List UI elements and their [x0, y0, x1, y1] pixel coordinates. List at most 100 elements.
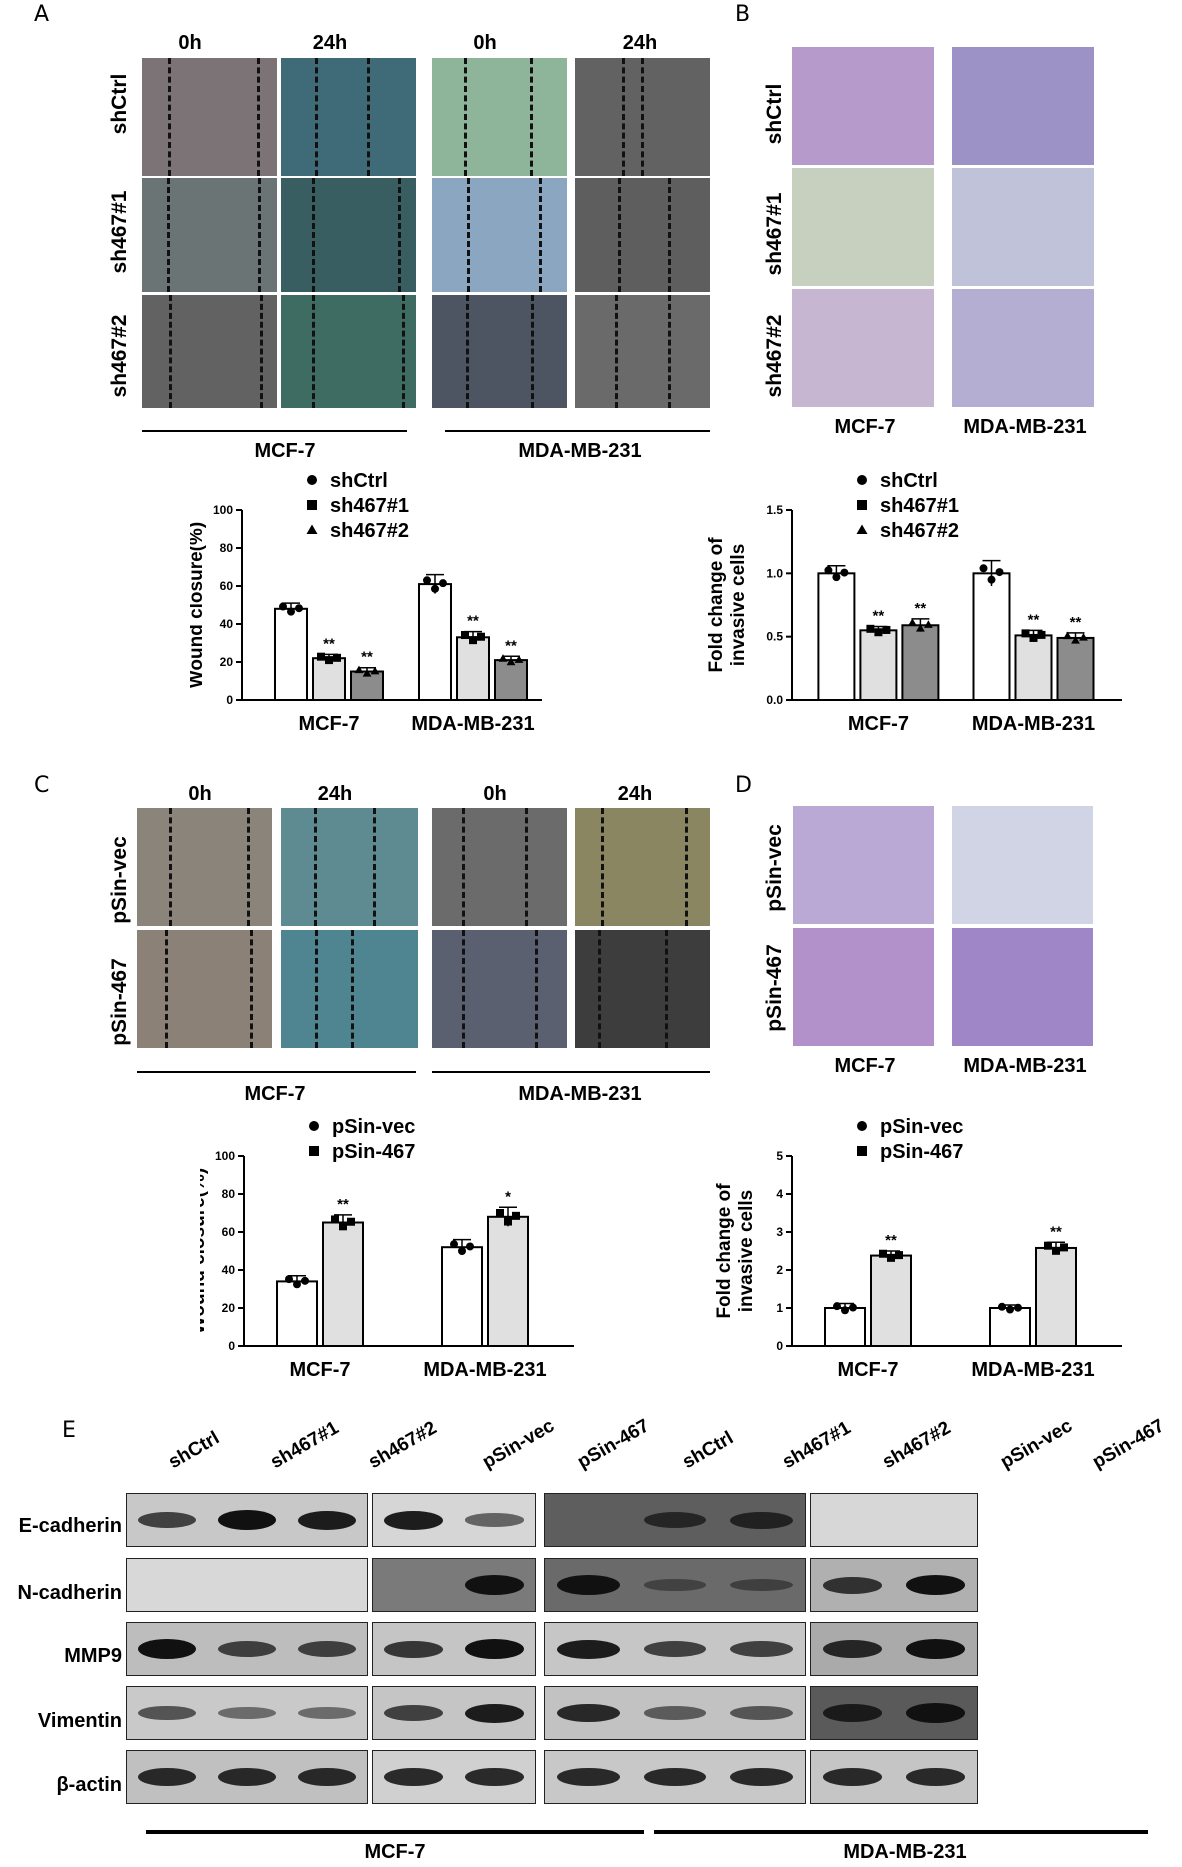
data-point — [339, 1222, 347, 1231]
legend-marker — [307, 500, 317, 510]
wound-image — [432, 808, 567, 926]
bar — [456, 636, 490, 702]
legend-marker — [857, 1146, 867, 1156]
bar — [989, 1307, 1031, 1347]
blot-strip — [810, 1750, 978, 1804]
invasion-image — [952, 289, 1094, 407]
data-point — [295, 604, 303, 613]
data-point — [866, 624, 875, 633]
blot-band — [138, 1639, 196, 1659]
group-underline — [654, 1830, 1148, 1834]
bar — [312, 657, 346, 701]
blot-strip — [810, 1622, 978, 1676]
legend-marker — [309, 1146, 319, 1156]
y-axis-label: invasive cells — [736, 1190, 757, 1313]
row-label: shCtrl — [763, 83, 786, 145]
bar — [441, 1246, 483, 1347]
blot-strip — [544, 1622, 806, 1676]
legend-label: pSin-vec — [880, 1116, 963, 1138]
x-category-label: MDA-MB-231 — [972, 713, 1095, 735]
data-point — [506, 657, 516, 666]
invasion-image — [952, 168, 1094, 286]
blot-strip — [544, 1686, 806, 1740]
x-category-label: MDA-MB-231 — [423, 1359, 546, 1381]
cell-line-label: MDA-MB-231 — [843, 1841, 967, 1863]
data-point — [998, 1302, 1006, 1311]
row-label: sh467#2 — [763, 314, 786, 398]
blot-band — [557, 1639, 620, 1659]
x-category-label: MDA-MB-231 — [971, 1359, 1094, 1381]
data-point — [1071, 636, 1080, 644]
bar — [494, 659, 528, 702]
blot-strip — [810, 1686, 978, 1740]
wound-image — [142, 295, 277, 408]
y-tick-label: 0 — [226, 693, 233, 707]
timepoint-label: 0h — [483, 783, 507, 805]
cell-line-label: MDA-MB-231 — [518, 440, 642, 462]
bar — [972, 572, 1011, 701]
blot-band — [465, 1513, 524, 1527]
y-tick-label: 1 — [776, 1301, 783, 1315]
data-point — [995, 568, 1004, 577]
data-point — [458, 1247, 466, 1255]
data-point — [514, 655, 524, 663]
y-tick-label: 80 — [222, 1187, 236, 1201]
data-point — [1060, 1243, 1068, 1252]
blot-band — [465, 1639, 524, 1659]
blot-band — [218, 1706, 276, 1720]
blot-band — [138, 1512, 196, 1528]
data-point — [287, 607, 295, 616]
blot-band — [905, 1639, 966, 1659]
data-point — [469, 636, 477, 645]
significance-label: ** — [505, 637, 517, 654]
blot-band — [643, 1768, 707, 1786]
blot-band — [138, 1768, 196, 1786]
wound-image — [432, 178, 567, 292]
invasion-image — [952, 806, 1093, 924]
invasion-image — [792, 168, 934, 286]
blot-band — [643, 1512, 707, 1528]
blot-band — [822, 1768, 883, 1786]
chart-wound-closure-knockdown: 0 20 40 60 80 100 Wound closure(%) ** ** MCF-7 ** *… — [190, 470, 542, 735]
legend-label: sh467#2 — [330, 520, 409, 542]
blot-band — [905, 1575, 966, 1595]
blot-strip — [544, 1750, 806, 1804]
bar — [859, 629, 898, 701]
row-label: pSin-vec — [108, 836, 131, 924]
data-point — [887, 1253, 895, 1262]
blot-band — [643, 1706, 707, 1720]
bar — [824, 1307, 866, 1347]
data-point — [498, 654, 508, 662]
blot-strip — [126, 1750, 368, 1804]
data-point — [439, 579, 447, 588]
y-axis-label: Fold change of — [714, 1183, 735, 1319]
timepoint-label: 0h — [473, 32, 497, 54]
wound-image — [575, 808, 710, 926]
significance-label: ** — [361, 649, 373, 666]
x-category-label: MCF-7 — [289, 1359, 350, 1381]
bar — [1014, 634, 1053, 701]
y-tick-label: 40 — [222, 1263, 236, 1277]
panel-letter-b: B — [735, 2, 751, 27]
blot-strip — [372, 1558, 536, 1612]
y-tick-label: 0 — [776, 1339, 783, 1353]
legend-label: shCtrl — [330, 470, 388, 492]
blot-band — [298, 1510, 356, 1530]
legend-label: sh467#2 — [880, 520, 959, 542]
legend-label: shCtrl — [880, 470, 938, 492]
legend-label: pSin-467 — [880, 1141, 963, 1163]
significance-label: ** — [1028, 611, 1040, 628]
data-point — [354, 665, 364, 674]
blot-strip — [126, 1686, 368, 1740]
data-point — [347, 1217, 355, 1226]
legend-marker — [309, 1121, 319, 1131]
blot-strip — [126, 1493, 368, 1547]
data-point — [895, 1251, 903, 1260]
data-point — [874, 628, 883, 637]
legend-marker — [856, 524, 868, 534]
data-point — [840, 568, 849, 577]
y-tick-label: 100 — [215, 1149, 235, 1163]
data-point — [461, 631, 469, 640]
x-category-label: MCF-7 — [848, 713, 909, 735]
cell-line-label: MCF-7 — [364, 1841, 426, 1863]
